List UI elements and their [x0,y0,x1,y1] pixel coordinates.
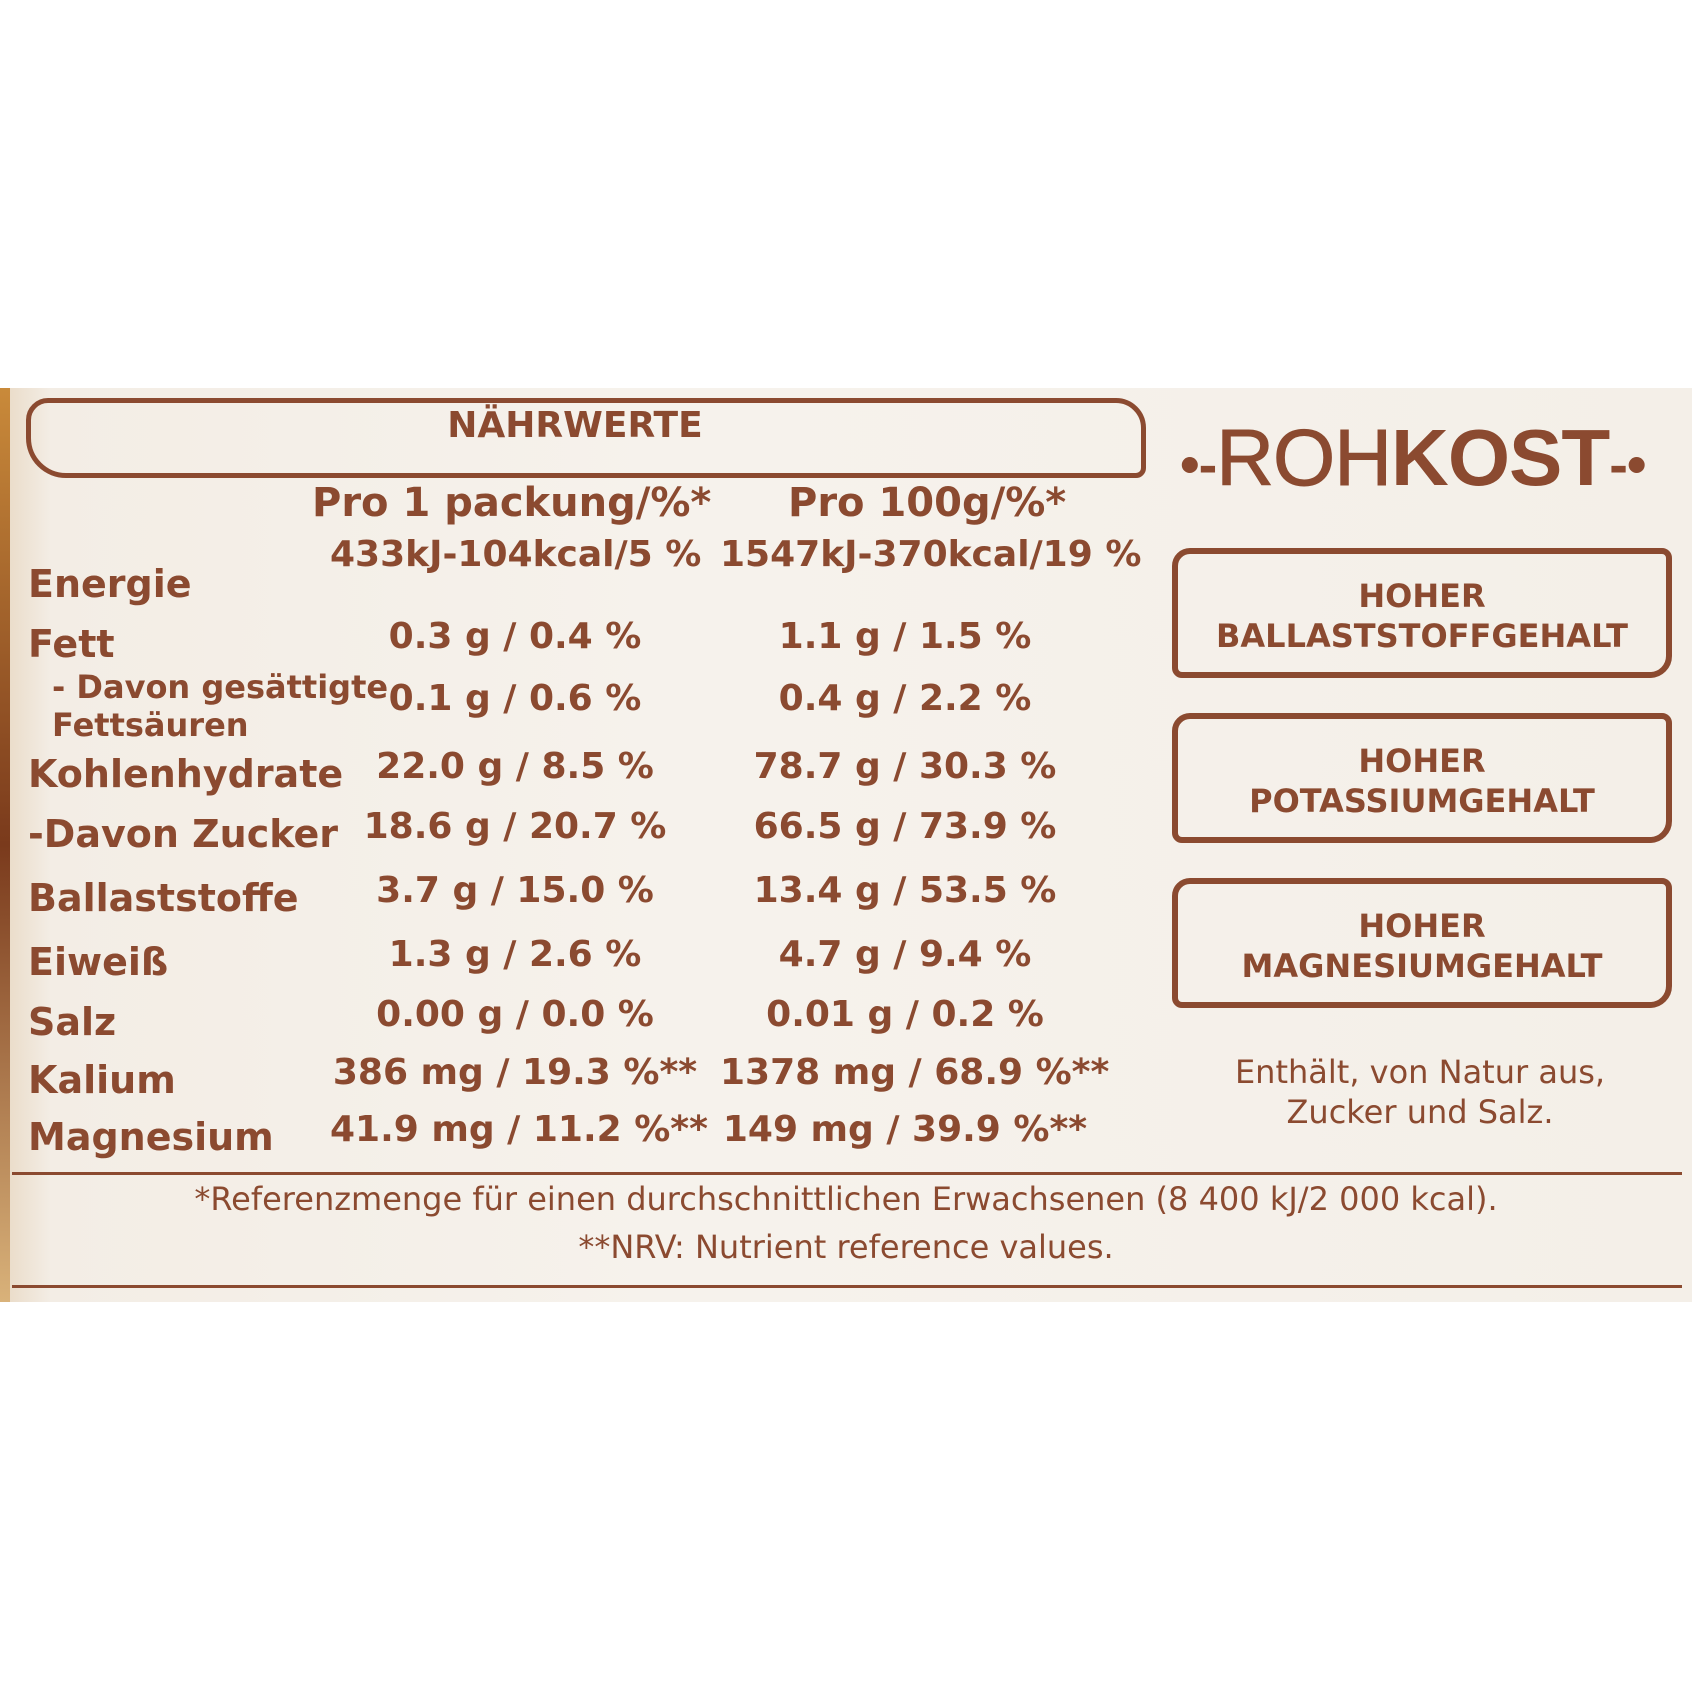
nutrient-name: Kohlenhydrate [28,752,344,796]
value-per-pack: 433kJ-104kcal/5 % [330,534,702,575]
claim-line: HOHER [1358,907,1486,945]
nutrition-label [0,388,1692,1302]
claim-potassium: HOHER POTASSIUMGEHALT [1172,713,1672,843]
claim-line: HOHER [1358,577,1486,615]
value-per-pack: 1.3 g / 2.6 % [388,934,642,975]
value-per-pack: 22.0 g / 8.5 % [376,746,654,787]
divider [12,1285,1682,1288]
nutrient-name: Energie [28,562,192,606]
column-header-per-pack: Pro 1 packung/%* [312,480,712,526]
package-edge [0,388,10,1302]
logo-left-ornament: •- [1180,432,1217,496]
claim-fiber: HOHER BALLASTSTOFFGEHALT [1172,548,1672,678]
value-per-100g: 78.7 g / 30.3 % [753,746,1057,787]
nutrient-name: Fett [28,622,115,666]
title-frame [26,398,1146,478]
value-per-100g: 66.5 g / 73.9 % [753,806,1057,847]
value-per-pack: 41.9 mg / 11.2 %** [330,1109,708,1150]
footnote-nrv: **NRV: Nutrient reference values. [578,1228,1114,1266]
nutrient-name: Magnesium [28,1115,274,1159]
value-per-100g: 149 mg / 39.9 %** [722,1109,1088,1150]
value-per-100g: 1547kJ-370kcal/19 % [720,534,1142,575]
value-per-100g: 13.4 g / 53.5 % [753,870,1057,911]
rohkost-logo: •-ROHKOST-• [1180,412,1647,504]
claim-line: BALLASTSTOFFGEHALT [1216,617,1628,655]
value-per-100g: 4.7 g / 9.4 % [778,934,1032,975]
logo-right-ornament: -• [1609,432,1646,496]
claim-line: HOHER [1358,742,1486,780]
nutrient-name: -Davon Zucker [28,812,339,856]
claim-line: POTASSIUMGEHALT [1249,782,1595,820]
footnote-reference: *Referenzmenge für einen durchschnittlic… [194,1180,1498,1218]
nutrient-name: Salz [28,1000,117,1044]
value-per-100g: 0.4 g / 2.2 % [778,678,1032,719]
value-per-pack: 0.00 g / 0.0 % [376,994,654,1035]
divider [12,1172,1682,1175]
value-per-pack: 386 mg / 19.3 %** [332,1052,698,1093]
nutrient-name: - Davon gesättigte [52,668,389,706]
column-header-per-100g: Pro 100g/%* [788,480,1067,526]
natural-sugar-note: Enthält, von Natur aus, Zucker und Salz. [1234,1053,1606,1131]
value-per-100g: 1.1 g / 1.5 % [778,616,1032,657]
value-per-pack: 3.7 g / 15.0 % [376,870,654,911]
claim-magnesium: HOHER MAGNESIUMGEHALT [1172,878,1672,1008]
logo-outline-text: ROH [1216,413,1393,503]
label-title: NÄHRWERTE [447,405,703,446]
value-per-100g: 0.01 g / 0.2 % [766,994,1044,1035]
nutrient-name: Ballaststoffe [28,876,299,920]
value-per-100g: 1378 mg / 68.9 %** [720,1052,1110,1093]
nutrient-name-continued: Fettsäuren [52,706,249,744]
value-per-pack: 0.1 g / 0.6 % [388,678,642,719]
nutrient-name: Eiweiß [28,940,169,984]
logo-solid-text: KOST [1391,413,1610,502]
claim-line: MAGNESIUMGEHALT [1241,947,1603,985]
nutrient-name: Kalium [28,1058,176,1102]
value-per-pack: 18.6 g / 20.7 % [363,806,667,847]
value-per-pack: 0.3 g / 0.4 % [388,616,642,657]
